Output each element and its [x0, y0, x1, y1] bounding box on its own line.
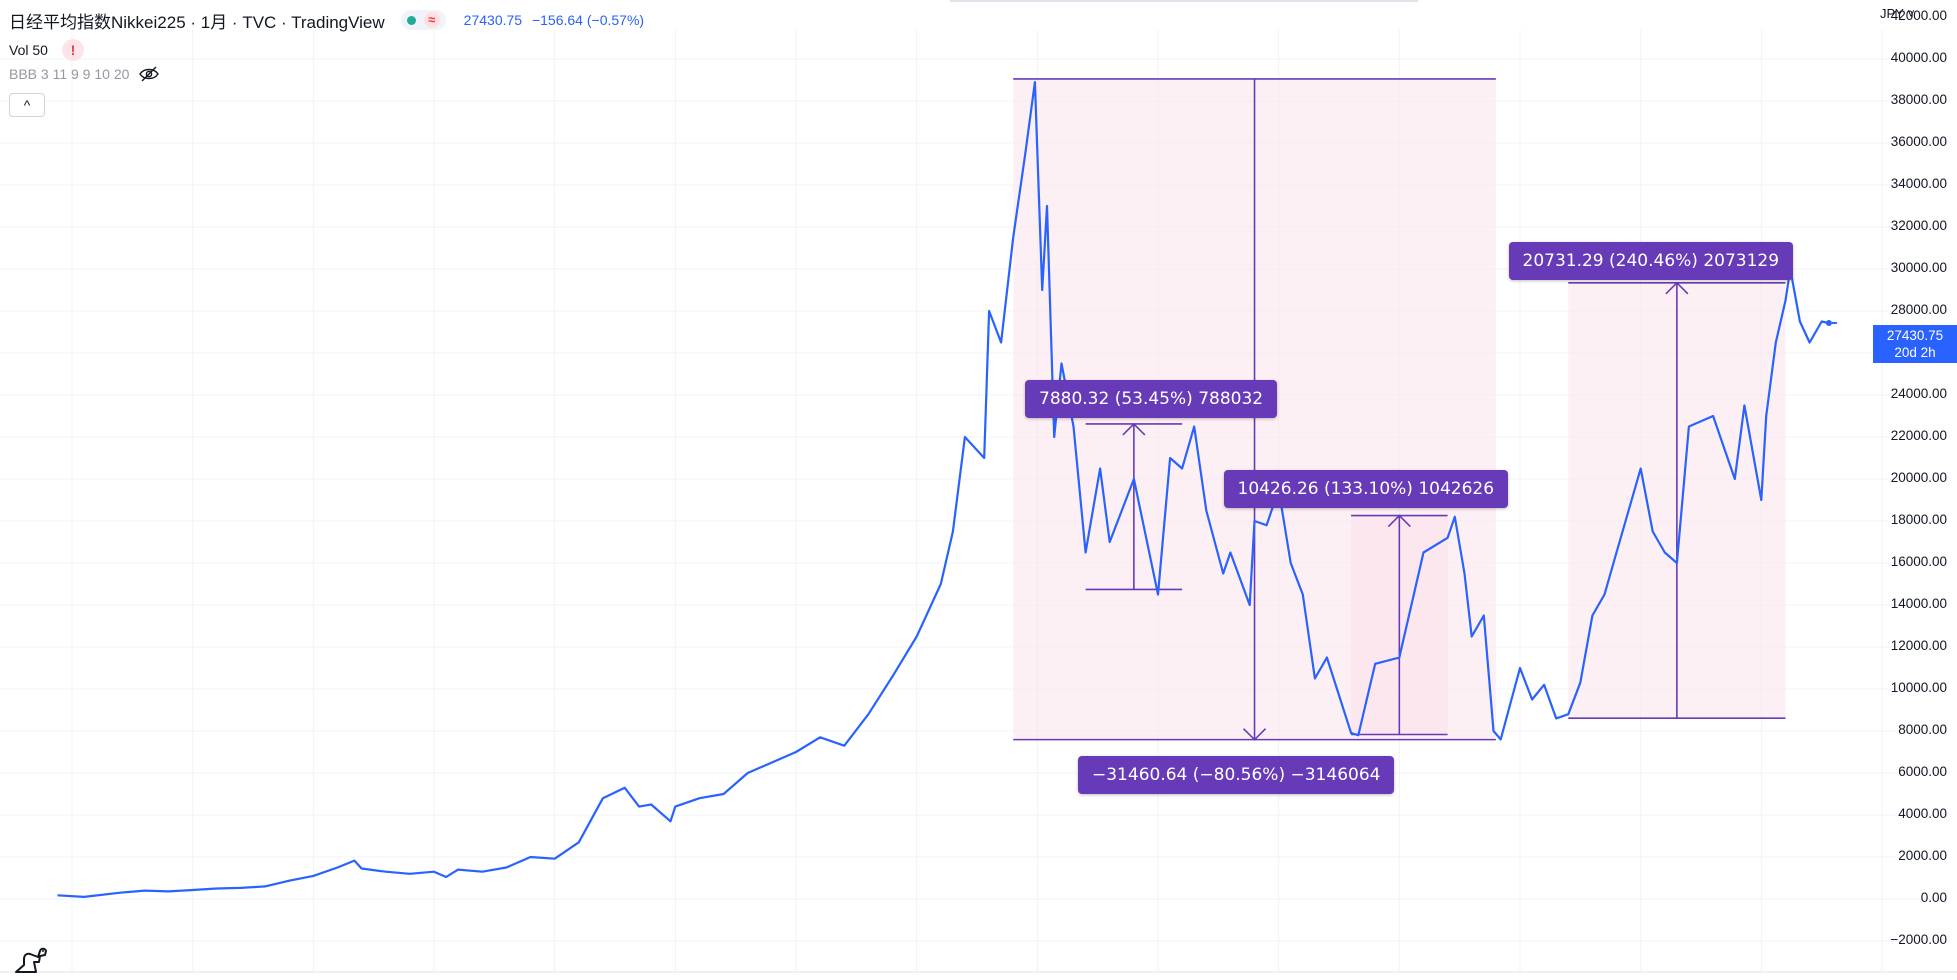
- hidden-eye-icon[interactable]: [139, 66, 160, 82]
- symbol-title[interactable]: 日经平均指数Nikkei225 · 1月 · TVC · TradingView: [9, 12, 385, 32]
- nikkei-price-line: [57, 81, 1830, 898]
- measure-label-2012-2021: 20731.29 (240.46%) 2073129: [1508, 242, 1794, 280]
- price-tick-label: −2000.00: [1890, 932, 1947, 947]
- price-tick-label: 24000.00: [1890, 386, 1947, 401]
- price-tick-label: 42000.00: [1890, 8, 1947, 23]
- price-tick-label: 34000.00: [1890, 176, 1947, 191]
- price-tick-label: 14000.00: [1890, 596, 1947, 611]
- currency-selector[interactable]: JPY ˅: [1880, 6, 1915, 21]
- series-layer: [57, 81, 1837, 898]
- measure-arrowhead-icon: [1242, 728, 1267, 741]
- price-tick-label: 36000.00: [1890, 134, 1947, 149]
- bbb-indicator-row[interactable]: BBB 3 11 9 9 10 20: [9, 62, 650, 86]
- measure-label-1989-2009: −31460.64 (−80.56%) −3146064: [1078, 756, 1395, 794]
- legend-price: 27430.75: [463, 12, 523, 28]
- measure-arrowhead-icon: [1387, 514, 1411, 528]
- price-tick-label: 0.00: [1920, 890, 1947, 905]
- top-toolbar-edge: [950, 0, 1418, 2]
- price-tick-label: 16000.00: [1890, 554, 1947, 569]
- price-tick-label: 10000.00: [1890, 680, 1947, 695]
- market-open-dot-icon: [406, 15, 416, 25]
- last-price-tag: 27430.75 20d 2h: [1873, 325, 1957, 363]
- legend-change: −156.64 (−0.57%): [531, 12, 645, 28]
- price-tick-label: 20000.00: [1890, 470, 1947, 485]
- price-tick-label: 2000.00: [1898, 848, 1947, 863]
- measure-label-2003-2007: 10426.26 (133.10%) 1042626: [1223, 470, 1509, 508]
- measure-label-1992: 7880.32 (53.45%) 788032: [1025, 380, 1278, 418]
- market-status-pill[interactable]: ≈: [400, 10, 446, 30]
- legend: 日经平均指数Nikkei225 · 1月 · TVC · TradingView…: [9, 8, 650, 117]
- legend-quote: 27430.75 −156.64 (−0.57%): [464, 12, 650, 28]
- warning-icon[interactable]: !: [61, 39, 84, 61]
- price-tick-label: 30000.00: [1890, 260, 1947, 275]
- tradingview-logo-icon[interactable]: [14, 943, 48, 975]
- measure-arrowhead-icon: [1665, 281, 1689, 295]
- measure-arrowhead-icon: [1122, 422, 1146, 436]
- measure-lines-layer: [1013, 78, 1786, 741]
- bbb-indicator-label[interactable]: BBB 3 11 9 9 10 20: [9, 66, 130, 82]
- price-tick-label: 4000.00: [1898, 806, 1947, 821]
- price-tick-label: 6000.00: [1898, 764, 1947, 779]
- price-tick-label: 8000.00: [1898, 722, 1947, 737]
- volume-indicator-row[interactable]: Vol 50 !: [9, 38, 650, 62]
- bar-countdown: 20d 2h: [1894, 345, 1936, 360]
- legend-title-row: 日经平均指数Nikkei225 · 1月 · TVC · TradingView…: [9, 8, 650, 32]
- volume-indicator-label[interactable]: Vol 50: [9, 42, 48, 58]
- price-tick-label: 32000.00: [1890, 218, 1947, 233]
- last-price-dot: [1825, 319, 1832, 326]
- price-tick-label: 12000.00: [1890, 638, 1947, 653]
- collapse-legend-button[interactable]: ^: [9, 93, 45, 117]
- delayed-data-icon: ≈: [423, 12, 440, 28]
- price-tick-label: 38000.00: [1890, 92, 1947, 107]
- price-tick-label: 40000.00: [1890, 50, 1947, 65]
- price-tick-label: 22000.00: [1890, 428, 1947, 443]
- last-price-value: 27430.75: [1886, 328, 1944, 343]
- price-tick-label: 28000.00: [1890, 302, 1947, 317]
- price-tick-label: 18000.00: [1890, 512, 1947, 527]
